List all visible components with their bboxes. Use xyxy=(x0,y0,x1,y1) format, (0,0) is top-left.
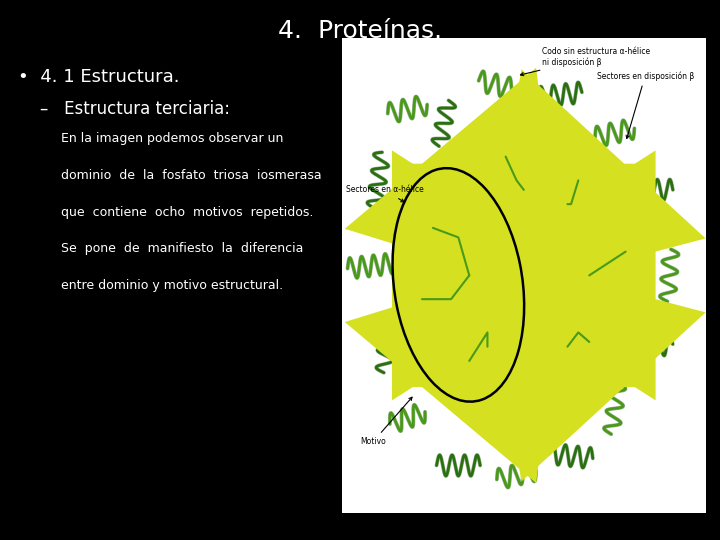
Text: Se  pone  de  manifiesto  la  diferencia: Se pone de manifiesto la diferencia xyxy=(61,242,304,255)
Text: Motivo: Motivo xyxy=(360,397,412,446)
Text: 4.  Proteínas.: 4. Proteínas. xyxy=(278,19,442,43)
Text: entre dominio y motivo estructural.: entre dominio y motivo estructural. xyxy=(61,279,284,292)
Text: Codo sin estructura α-hélice
ni disposición β: Codo sin estructura α-hélice ni disposic… xyxy=(521,47,650,76)
Bar xyxy=(342,38,706,513)
Text: –   Estructura terciaria:: – Estructura terciaria: xyxy=(40,100,230,118)
Text: que  contiene  ocho  motivos  repetidos.: que contiene ocho motivos repetidos. xyxy=(61,206,314,219)
Text: En la imagen podemos observar un: En la imagen podemos observar un xyxy=(61,132,284,145)
Text: •  4. 1 Estructura.: • 4. 1 Estructura. xyxy=(18,68,179,85)
Text: dominio  de  la  fosfato  triosa  iosmerasa: dominio de la fosfato triosa iosmerasa xyxy=(61,169,322,182)
Text: Sectores en disposición β: Sectores en disposición β xyxy=(596,71,694,138)
Text: Sectores en α-hélice: Sectores en α-hélice xyxy=(346,185,423,202)
